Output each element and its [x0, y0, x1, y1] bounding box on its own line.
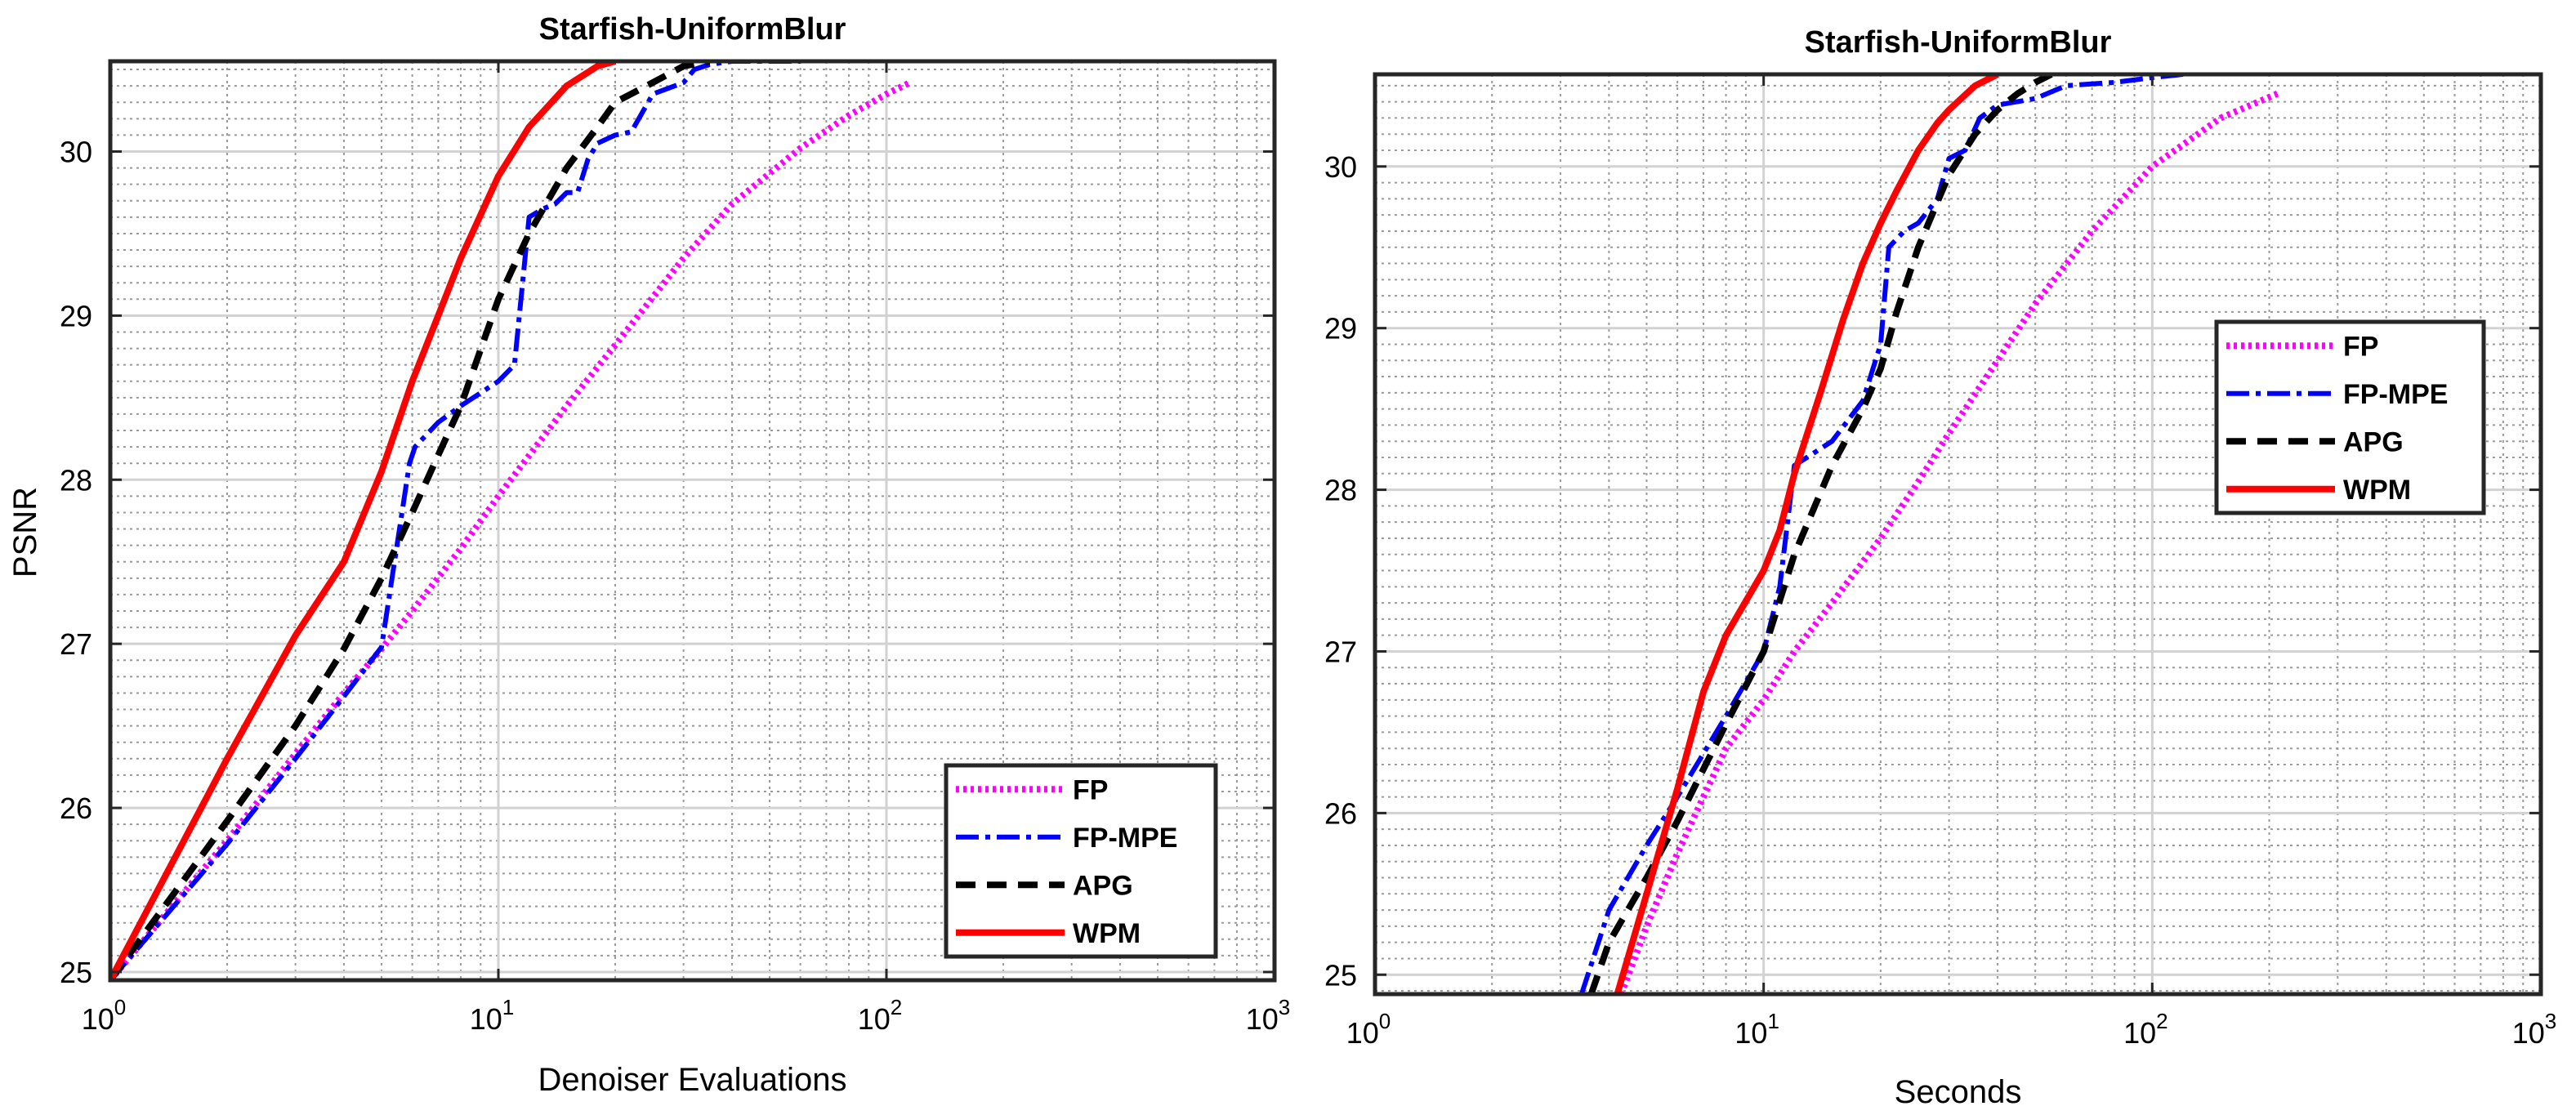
series-line-apg — [1587, 74, 2053, 994]
y-tick-label: 25 — [1324, 958, 1357, 992]
y-tick-label: 30 — [60, 135, 92, 168]
x-axis-label: Denoiser Evaluations — [538, 1062, 847, 1098]
legend: FP FP-MPE APG WPM — [2214, 319, 2486, 515]
legend-label: FP-MPE — [1073, 823, 1177, 854]
series-line-fp — [1618, 91, 2279, 994]
x-tick-label: 103 — [2512, 1009, 2557, 1050]
legend-box — [944, 763, 1218, 959]
legend-label: WPM — [1073, 918, 1141, 949]
left-chart-panel: 25 26 27 28 29 30 100 101 102 103 Starfish-Uniform… — [7, 12, 1290, 1098]
y-tick-label: 26 — [1324, 796, 1357, 830]
y-tick-label: 29 — [60, 299, 92, 332]
legend: FP FP-MPE APG WPM — [944, 763, 1218, 959]
tick-marks — [109, 61, 1276, 980]
x-tick-label: 101 — [470, 995, 515, 1036]
x-tick-label: 102 — [2123, 1009, 2168, 1050]
series-group — [1578, 74, 2279, 994]
axes-box — [108, 59, 1277, 983]
x-tick-label: 101 — [1734, 1009, 1779, 1050]
y-tick-label: 28 — [1324, 474, 1357, 507]
y-axis-label: PSNR — [7, 487, 43, 578]
legend-label: APG — [2343, 426, 2404, 457]
series-line-apg — [110, 61, 711, 980]
legend-label: FP-MPE — [2343, 379, 2448, 410]
x-tick-label: 100 — [1346, 1009, 1391, 1050]
x-tick-label: 102 — [858, 995, 903, 1036]
x-tick-label: 103 — [1246, 995, 1291, 1036]
legend-label: FP — [2343, 331, 2378, 362]
x-axis-label: Seconds — [1895, 1074, 2022, 1110]
series-line-wpm — [1614, 74, 1999, 994]
y-tick-label: 30 — [1324, 150, 1357, 184]
series-line-fp-mpe — [1578, 74, 2184, 994]
y-tick-label: 29 — [1324, 312, 1357, 346]
legend-label: APG — [1073, 870, 1133, 901]
series-line-wpm — [110, 61, 617, 980]
series-line-fp — [110, 79, 912, 980]
tick-marks — [1373, 74, 2543, 994]
legend-label: WPM — [2343, 475, 2411, 506]
series-group — [110, 61, 912, 980]
y-tick-label: 25 — [60, 956, 92, 989]
y-tick-label: 27 — [60, 627, 92, 661]
chart-title: Starfish-UniformBlur — [539, 12, 846, 47]
chart-title: Starfish-UniformBlur — [1805, 25, 2112, 60]
y-tick-label: 27 — [1324, 635, 1357, 668]
legend-label: FP — [1073, 774, 1108, 805]
y-tick-label: 26 — [60, 792, 92, 825]
axes-box — [1373, 72, 2543, 997]
plot-area — [1375, 74, 2541, 994]
legend-box — [2214, 319, 2486, 515]
y-tick-label: 28 — [60, 463, 92, 497]
grid — [110, 61, 1275, 980]
right-chart-panel: 25 26 27 28 29 30 100 101 102 103 Starfish-Uniform… — [1324, 25, 2556, 1110]
x-tick-label: 100 — [82, 995, 127, 1036]
